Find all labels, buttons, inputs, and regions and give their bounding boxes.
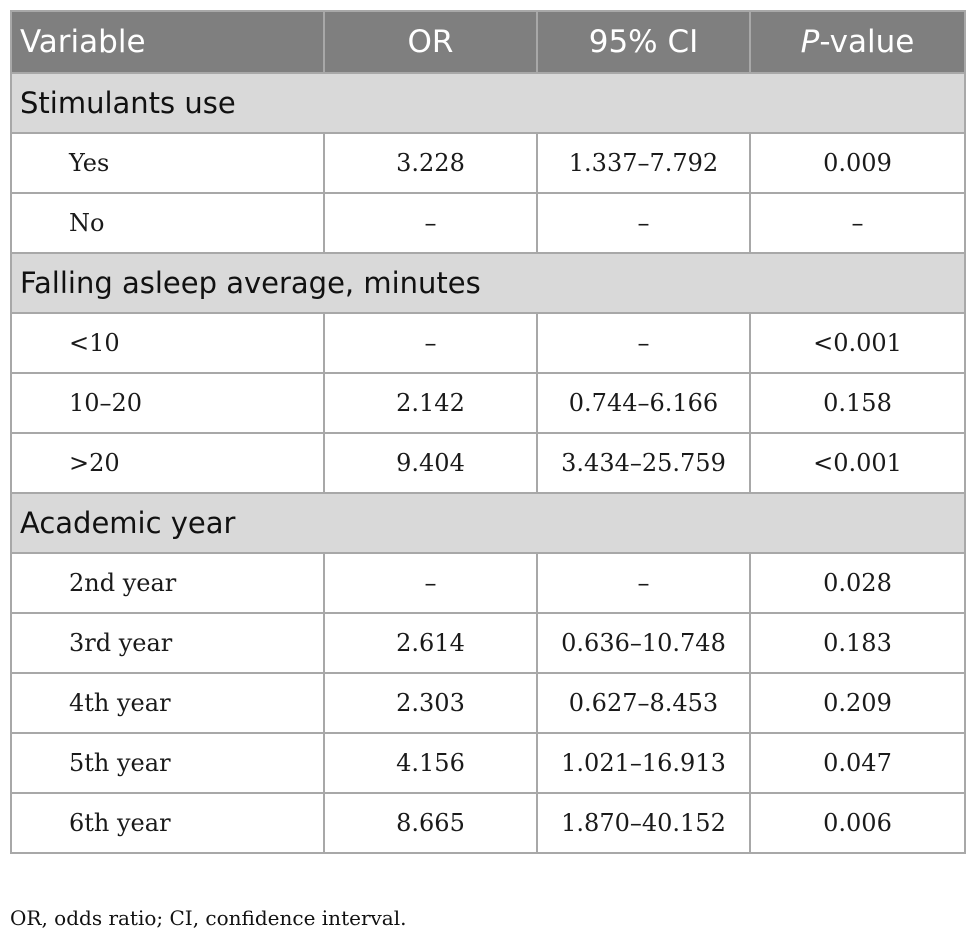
table-row: 2nd year – – 0.028 bbox=[10, 552, 966, 614]
table-row: <10 – – <0.001 bbox=[10, 312, 966, 374]
row-label: <10 bbox=[10, 312, 325, 374]
row-or: 4.156 bbox=[323, 732, 538, 794]
row-label: No bbox=[10, 192, 325, 254]
row-ci: – bbox=[536, 192, 751, 254]
row-label: >20 bbox=[10, 432, 325, 494]
section-title: Falling asleep average, minutes bbox=[10, 252, 966, 314]
row-p: 0.028 bbox=[749, 552, 966, 614]
odds-ratio-table: Variable OR 95% CI P-value Stimulants us… bbox=[10, 10, 966, 854]
row-label: 6th year bbox=[10, 792, 325, 854]
row-p: 0.047 bbox=[749, 732, 966, 794]
row-label: 5th year bbox=[10, 732, 325, 794]
section-row-academic-year: Academic year bbox=[10, 492, 966, 554]
table-row: Yes 3.228 1.337–7.792 0.009 bbox=[10, 132, 966, 194]
row-p: 0.006 bbox=[749, 792, 966, 854]
row-ci: 1.870–40.152 bbox=[536, 792, 751, 854]
row-ci: 1.021–16.913 bbox=[536, 732, 751, 794]
header-ci: 95% CI bbox=[536, 10, 751, 74]
row-ci: 1.337–7.792 bbox=[536, 132, 751, 194]
section-row-falling-asleep: Falling asleep average, minutes bbox=[10, 252, 966, 314]
table-header-row: Variable OR 95% CI P-value bbox=[10, 10, 966, 74]
row-or: – bbox=[323, 312, 538, 374]
header-variable: Variable bbox=[10, 10, 325, 74]
row-ci: – bbox=[536, 552, 751, 614]
section-row-stimulants: Stimulants use bbox=[10, 72, 966, 134]
header-or: OR bbox=[323, 10, 538, 74]
row-label: Yes bbox=[10, 132, 325, 194]
row-p: 0.183 bbox=[749, 612, 966, 674]
table-row: 6th year 8.665 1.870–40.152 0.006 bbox=[10, 792, 966, 854]
table-row: >20 9.404 3.434–25.759 <0.001 bbox=[10, 432, 966, 494]
row-label: 2nd year bbox=[10, 552, 325, 614]
row-p: 0.209 bbox=[749, 672, 966, 734]
row-p: <0.001 bbox=[749, 312, 966, 374]
row-label: 4th year bbox=[10, 672, 325, 734]
row-label: 3rd year bbox=[10, 612, 325, 674]
row-p: 0.009 bbox=[749, 132, 966, 194]
row-or: – bbox=[323, 552, 538, 614]
row-ci: 0.636–10.748 bbox=[536, 612, 751, 674]
row-or: 9.404 bbox=[323, 432, 538, 494]
row-or: 8.665 bbox=[323, 792, 538, 854]
table-row: 4th year 2.303 0.627–8.453 0.209 bbox=[10, 672, 966, 734]
row-p: <0.001 bbox=[749, 432, 966, 494]
row-or: – bbox=[323, 192, 538, 254]
row-or: 2.614 bbox=[323, 612, 538, 674]
table-row: 5th year 4.156 1.021–16.913 0.047 bbox=[10, 732, 966, 794]
row-or: 3.228 bbox=[323, 132, 538, 194]
row-or: 2.303 bbox=[323, 672, 538, 734]
header-p-suffix: -value bbox=[819, 24, 915, 60]
row-ci: 3.434–25.759 bbox=[536, 432, 751, 494]
table-footnote: OR, odds ratio; CI, confidence interval. bbox=[10, 906, 407, 930]
row-p: – bbox=[749, 192, 966, 254]
header-p-value: P-value bbox=[749, 10, 966, 74]
row-ci: 0.627–8.453 bbox=[536, 672, 751, 734]
row-p: 0.158 bbox=[749, 372, 966, 434]
table-row: 3rd year 2.614 0.636–10.748 0.183 bbox=[10, 612, 966, 674]
table-row: No – – – bbox=[10, 192, 966, 254]
section-title: Academic year bbox=[10, 492, 966, 554]
row-label: 10–20 bbox=[10, 372, 325, 434]
section-title: Stimulants use bbox=[10, 72, 966, 134]
row-ci: – bbox=[536, 312, 751, 374]
table-row: 10–20 2.142 0.744–6.166 0.158 bbox=[10, 372, 966, 434]
row-ci: 0.744–6.166 bbox=[536, 372, 751, 434]
row-or: 2.142 bbox=[323, 372, 538, 434]
header-p-italic: P bbox=[800, 24, 820, 60]
